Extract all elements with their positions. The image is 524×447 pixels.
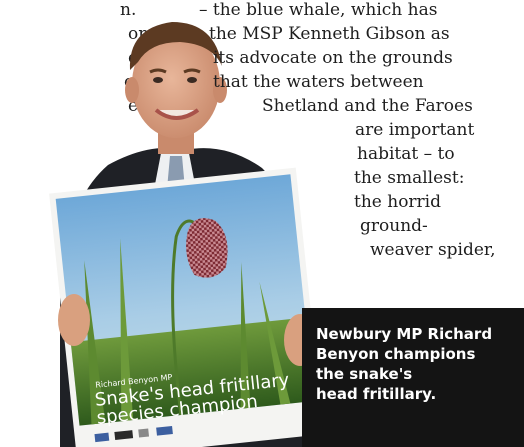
right-column-line: weaver spider, [370,240,496,260]
right-column-line: – the blue whale, which has [199,0,438,20]
right-column-line: habitat – to [357,144,455,164]
right-column-line: are important [355,120,475,140]
right-column-line: ground- [360,216,428,236]
right-column-line: its advocate on the grounds [213,48,453,68]
caption-line: the snake's [316,365,413,383]
right-column-line: that the waters between [213,72,424,92]
right-column-line: the MSP Kenneth Gibson as [209,24,450,44]
caption-line: Benyon champions [316,345,476,363]
right-column-line: the smallest: [354,168,465,188]
caption-line: Newbury MP Richard [316,325,493,343]
right-column-line: the horrid [354,192,442,212]
left-column-line: n. [120,0,137,20]
photo-caption: Newbury MP Richard Benyon champions the … [302,308,524,447]
right-column-line: Shetland and the Faroes [262,96,473,116]
caption-line: head fritillary. [316,385,437,403]
